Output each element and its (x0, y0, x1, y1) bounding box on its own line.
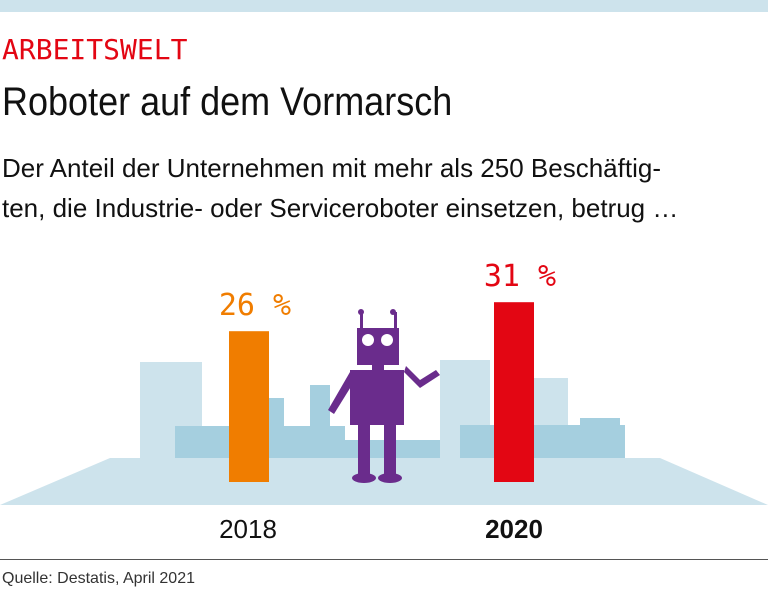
chart: 26 % 2018 31 % 2020 (0, 259, 768, 544)
x-tick-label-2018: 2018 (219, 514, 277, 544)
bar-2018 (229, 331, 269, 482)
data-label-2018: 26 % (219, 288, 291, 323)
page-title: Roboter auf dem Vormarsch (2, 80, 453, 124)
top-band (0, 0, 768, 12)
robot-illustration (328, 309, 440, 483)
subtitle-line-1: Der Anteil der Unternehmen mit mehr als … (2, 153, 661, 183)
bar-2020 (494, 302, 534, 482)
kicker: ARBEITSWELT (2, 33, 188, 66)
x-tick-label-2020: 2020 (485, 514, 543, 544)
subtitle: Der Anteil der Unternehmen mit mehr als … (2, 148, 768, 228)
data-label-2020: 31 % (484, 259, 556, 294)
divider (0, 559, 768, 560)
source-note: Quelle: Destatis, April 2021 (2, 570, 195, 587)
subtitle-line-2: ten, die Industrie- oder Serviceroboter … (2, 193, 679, 223)
